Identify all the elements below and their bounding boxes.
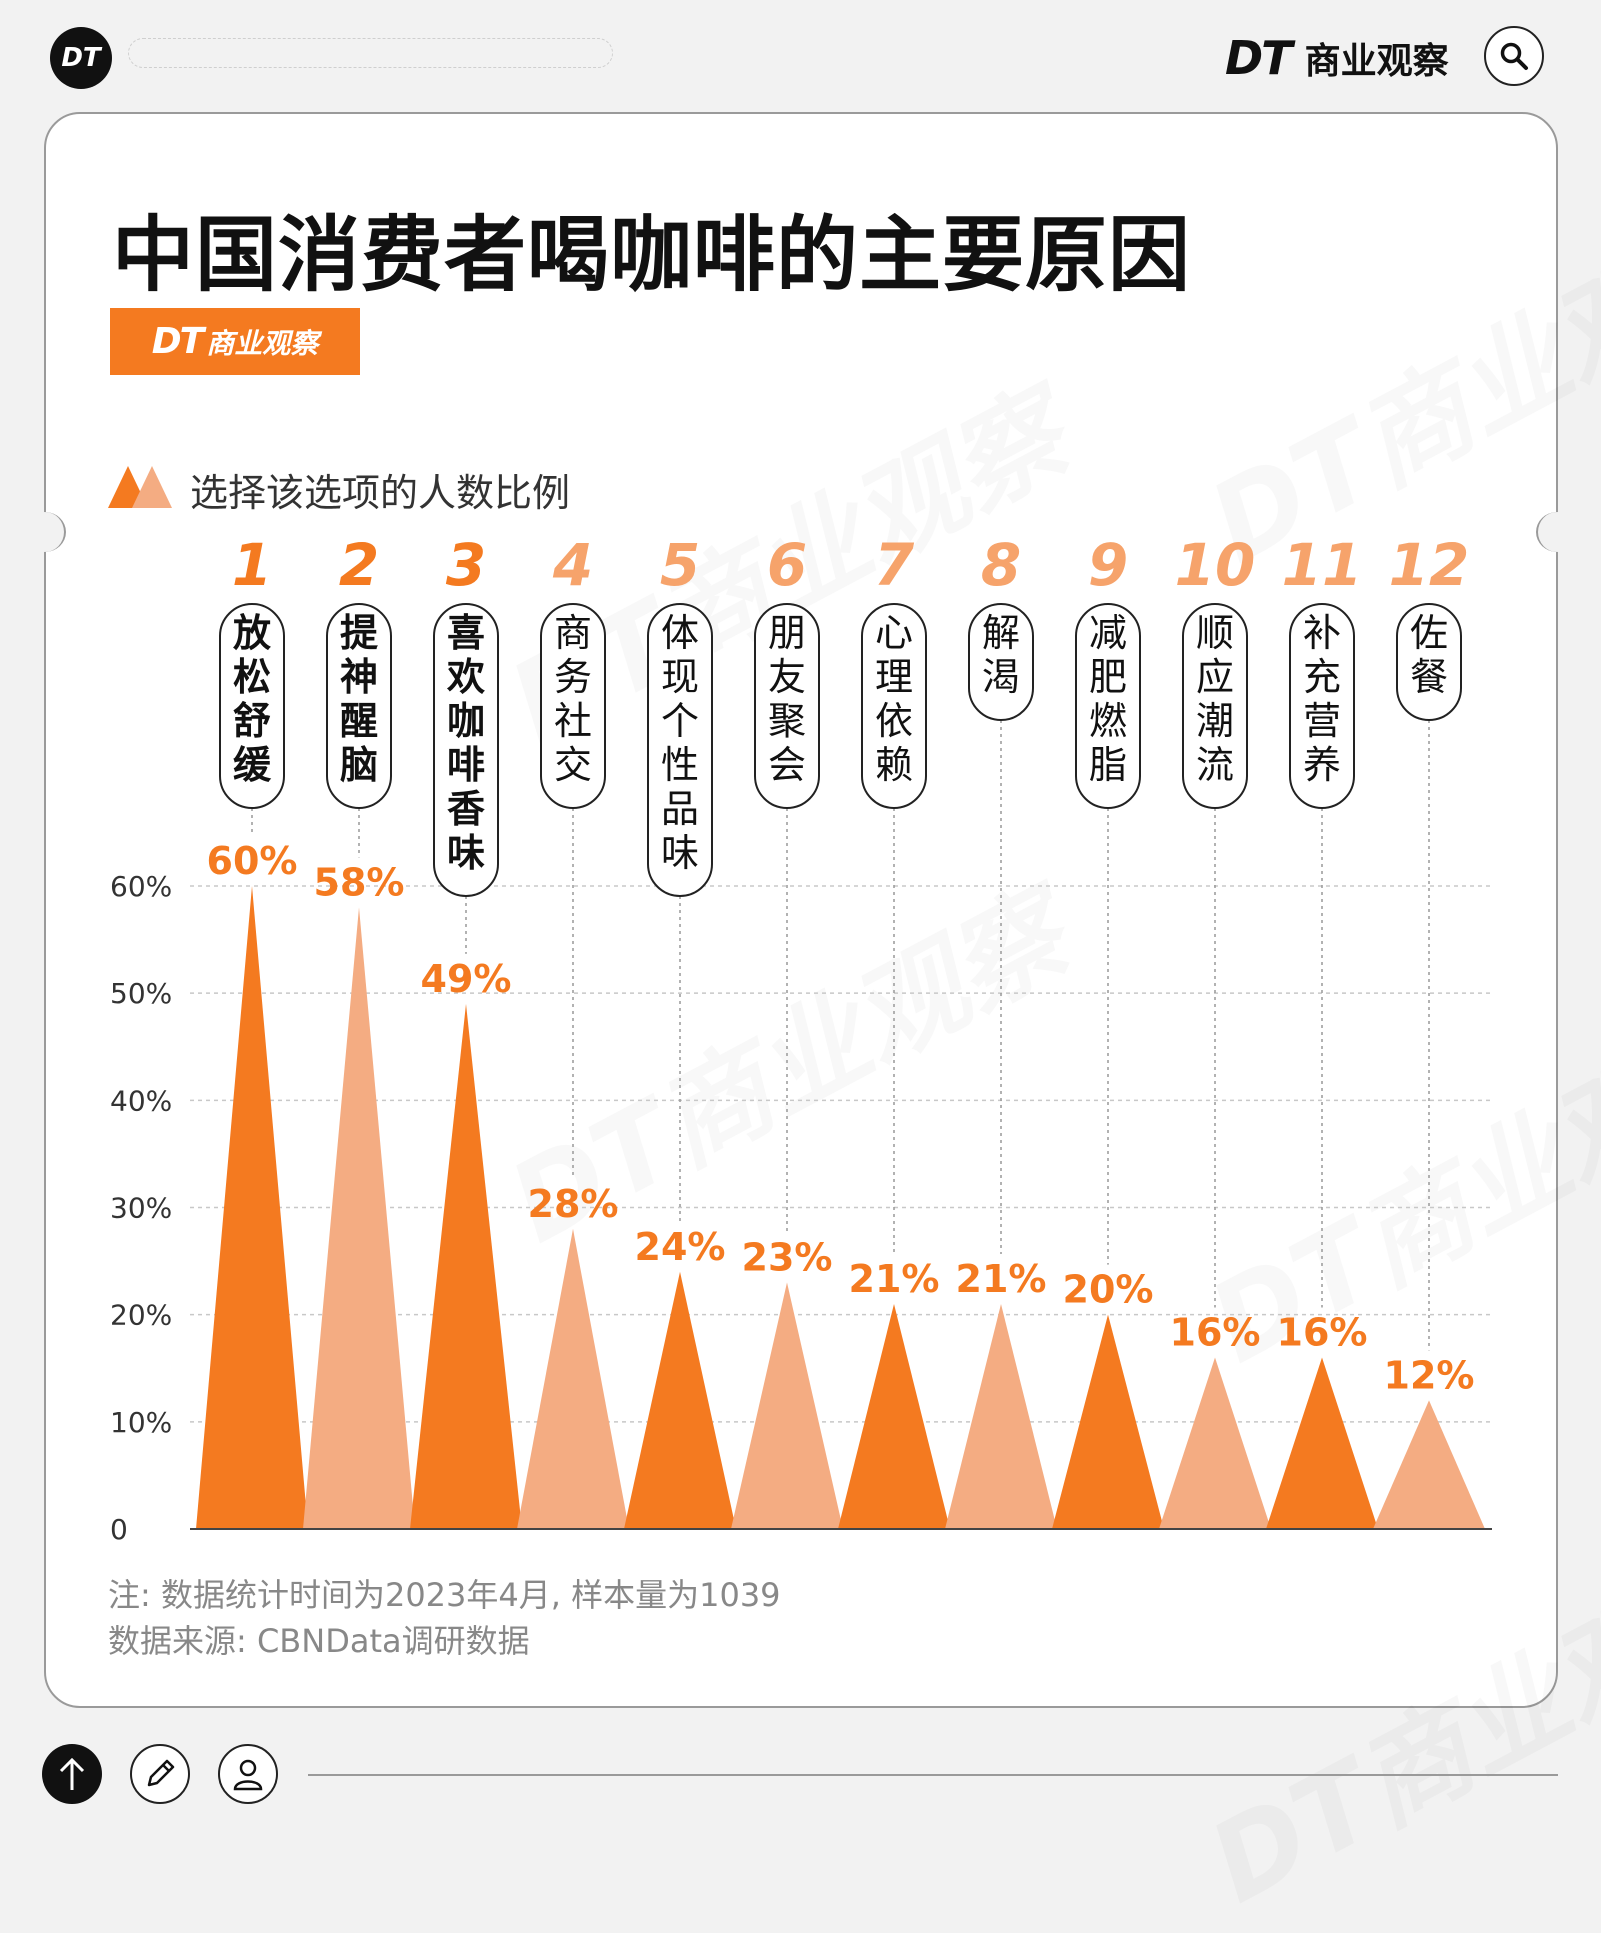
rank-label: 12 [1389, 531, 1470, 599]
bar-triangle [1052, 1314, 1164, 1529]
category-label: 心理依赖 [875, 611, 913, 787]
page-title: 中国消费者喝咖啡的主要原因 [112, 208, 1192, 303]
value-label: 58% [314, 860, 405, 904]
category-label: 减肥燃脂 [1089, 611, 1127, 787]
bar-triangle [1373, 1400, 1485, 1529]
chart-source: 数据来源: CBNData调研数据 [108, 1622, 530, 1660]
category-pill [754, 603, 820, 809]
rank-label: 8 [981, 531, 1021, 599]
y-tick-label: 20% [110, 1299, 172, 1332]
value-label: 49% [421, 957, 512, 1001]
bar-triangle [624, 1271, 736, 1529]
value-label: 16% [1170, 1311, 1261, 1355]
category-label: 朋友聚会 [768, 611, 806, 787]
bar-triangle [731, 1282, 843, 1529]
category-pill [540, 603, 606, 809]
card-notch-left [24, 512, 66, 552]
category-pill [647, 603, 713, 897]
category-pill [1182, 603, 1248, 809]
brand: DT 商业观察 [1225, 30, 1449, 86]
rank-label: 7 [874, 531, 915, 599]
user-icon [233, 1759, 263, 1791]
rank-label: 4 [552, 531, 593, 599]
search-icon [1500, 42, 1528, 70]
rank-label: 9 [1088, 531, 1128, 599]
value-label: 12% [1384, 1353, 1475, 1397]
y-tick-label: 60% [110, 870, 172, 903]
category-pill [219, 603, 285, 809]
arrow-up-icon [59, 1757, 85, 1790]
logo-text: DT [61, 43, 101, 73]
rank-label: 3 [446, 531, 486, 599]
category-label: 顺应潮流 [1196, 611, 1234, 787]
legend-icon [108, 466, 172, 508]
value-label: 21% [956, 1257, 1047, 1301]
value-label: 24% [635, 1225, 726, 1269]
category-label: 放松舒缓 [233, 611, 272, 787]
bar-triangle [196, 886, 308, 1529]
bar-triangle [1266, 1357, 1378, 1529]
y-tick-label: 30% [110, 1192, 172, 1225]
card-notch-right [1536, 512, 1578, 552]
chart-note: 注: 数据统计时间为2023年4月, 样本量为1039 [108, 1576, 781, 1614]
category-label: 提神醒脑 [340, 611, 378, 787]
pencil-icon [147, 1759, 175, 1787]
category-pill [1075, 603, 1141, 809]
category-label: 商务社交 [554, 611, 592, 787]
category-label: 解渴 [982, 611, 1020, 699]
bar-triangle [517, 1228, 629, 1529]
rank-label: 11 [1282, 531, 1363, 599]
value-label: 20% [1063, 1268, 1154, 1312]
brand-badge: DT 商业观察 [110, 308, 360, 375]
badge-dt: DT [151, 321, 204, 362]
chart: 0 10% 20% 30% 40% 50% 60% 放松舒缓 1 60% 提神醒脑 2 58% 喜欢咖啡香… [110, 531, 1492, 1546]
badge-name: 商业观察 [206, 326, 319, 360]
y-tick-label: 50% [110, 977, 172, 1010]
category-pill [1289, 603, 1355, 809]
category-label: 体现个性品味 [661, 611, 699, 875]
y-tick-label: 40% [110, 1084, 172, 1117]
legend-label: 选择该选项的人数比例 [190, 471, 571, 515]
value-label: 16% [1277, 1311, 1368, 1355]
category-pill [1396, 603, 1462, 721]
rank-label: 1 [232, 531, 272, 599]
value-label: 60% [207, 839, 298, 883]
category-pill [433, 603, 499, 897]
address-bar[interactable] [128, 38, 613, 68]
edit-button[interactable] [130, 1744, 190, 1804]
bottom-divider [308, 1774, 1558, 1776]
bar-triangle [1159, 1357, 1271, 1529]
category-pill [326, 603, 392, 809]
brand-dt: DT [1225, 31, 1293, 85]
value-label: 28% [528, 1182, 619, 1226]
scroll-top-button[interactable] [42, 1744, 102, 1804]
y-tick-label: 0 [110, 1513, 128, 1546]
y-tick-label: 10% [110, 1406, 172, 1439]
bar-triangle [303, 907, 415, 1529]
user-button[interactable] [218, 1744, 278, 1804]
logo-button[interactable]: DT [50, 27, 112, 89]
rank-label: 10 [1175, 531, 1256, 599]
rank-label: 5 [660, 531, 700, 599]
category-pill [861, 603, 927, 809]
bar-triangle [838, 1303, 950, 1529]
category-pill [968, 603, 1034, 721]
search-button[interactable] [1484, 26, 1544, 86]
rank-label: 6 [767, 531, 807, 599]
value-label: 23% [742, 1236, 833, 1280]
category-label: 喜欢咖啡香味 [446, 611, 485, 875]
bar-triangle [410, 1003, 522, 1529]
value-label: 21% [849, 1257, 940, 1301]
category-label: 补充营养 [1303, 611, 1341, 787]
rank-label: 2 [339, 531, 379, 599]
category-label: 佐餐 [1410, 611, 1448, 699]
bar-triangle [945, 1303, 1057, 1529]
brand-name: 商业观察 [1304, 41, 1449, 82]
